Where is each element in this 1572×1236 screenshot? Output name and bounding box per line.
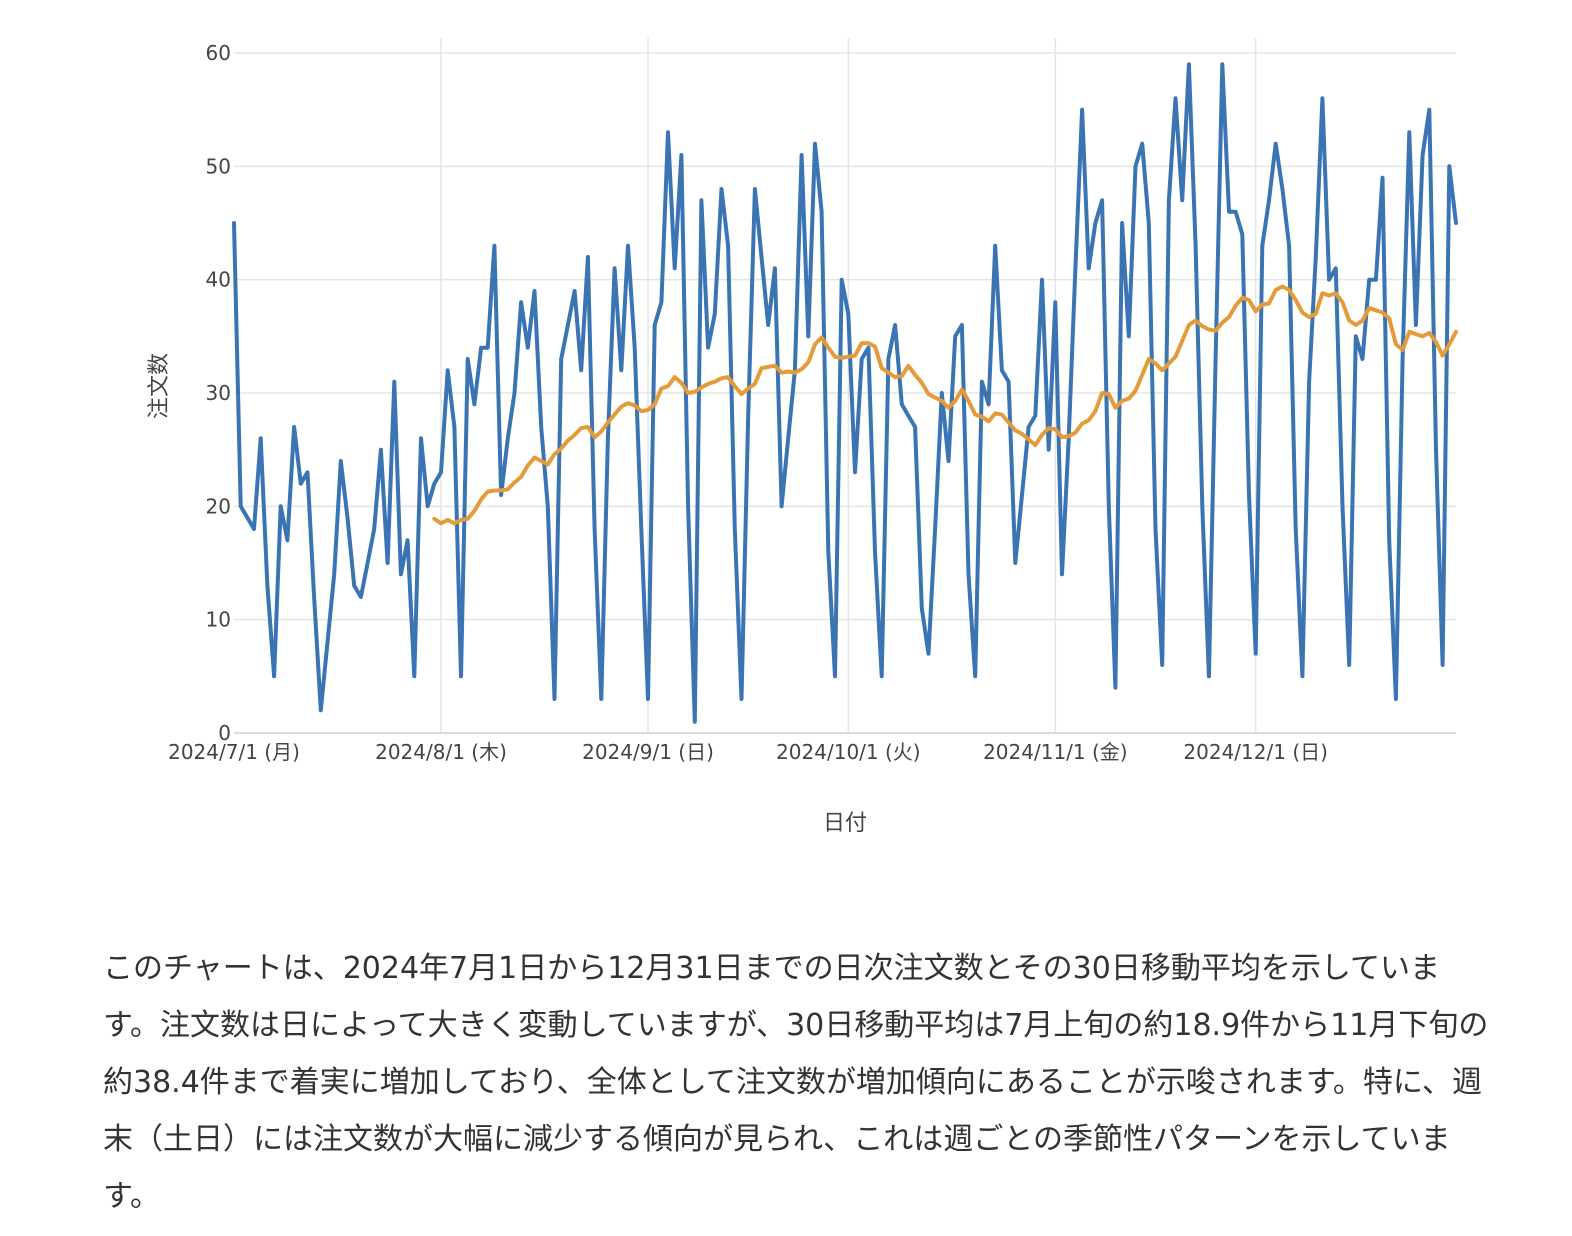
chart-description: このチャートは、2024年7月1日から12月31日までの日次注文数とその30日移… <box>103 951 1489 1214</box>
x-tick-label: 2024/9/1 (日) <box>582 740 714 764</box>
y-tick-label: 60 <box>206 41 231 65</box>
x-tick-label: 2024/10/1 (火) <box>776 740 921 764</box>
y-axis-title: 注文数 <box>147 353 172 419</box>
x-tick-label: 2024/7/1 (月) <box>168 740 300 764</box>
y-tick-label: 10 <box>206 608 231 632</box>
y-tick-labels: 0 10 20 30 40 50 60 <box>206 41 231 745</box>
series-line-moving-average <box>432 284 1458 526</box>
x-tick-labels: 2024/7/1 (月) 2024/8/1 (木) 2024/9/1 (日) 2024… <box>168 740 1328 764</box>
series-layer <box>232 62 1458 724</box>
series-line-daily <box>232 62 1458 724</box>
y-tick-label: 30 <box>206 381 231 405</box>
x-tick-label: 2024/12/1 (日) <box>1183 740 1328 764</box>
y-tick-label: 0 <box>218 721 231 745</box>
y-tick-label: 20 <box>206 494 231 518</box>
x-gridlines <box>440 38 1257 733</box>
y-tick-label: 50 <box>206 154 231 178</box>
x-axis-title: 日付 <box>823 811 867 836</box>
x-tick-label: 2024/11/1 (金) <box>983 740 1128 764</box>
x-tick-label: 2024/8/1 (木) <box>375 740 507 764</box>
y-tick-label: 40 <box>206 268 231 292</box>
